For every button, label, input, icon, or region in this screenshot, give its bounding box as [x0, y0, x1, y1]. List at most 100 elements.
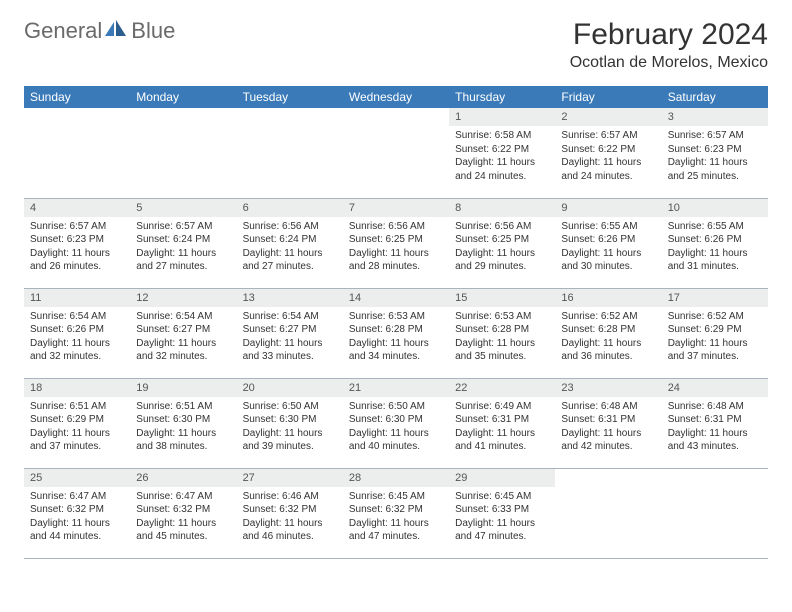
calendar-cell-empty: .: [130, 108, 236, 198]
calendar-row: 4Sunrise: 6:57 AMSunset: 6:23 PMDaylight…: [24, 198, 768, 288]
day-number: 20: [237, 379, 343, 397]
brand-logo: General Blue: [24, 18, 175, 44]
day-number: 26: [130, 469, 236, 487]
calendar-cell: 3Sunrise: 6:57 AMSunset: 6:23 PMDaylight…: [662, 108, 768, 198]
day-number: 12: [130, 289, 236, 307]
day-number: 24: [662, 379, 768, 397]
day-number: 22: [449, 379, 555, 397]
day-details: Sunrise: 6:45 AMSunset: 6:32 PMDaylight:…: [343, 487, 449, 550]
calendar-cell: 15Sunrise: 6:53 AMSunset: 6:28 PMDayligh…: [449, 288, 555, 378]
calendar-cell: 1Sunrise: 6:58 AMSunset: 6:22 PMDaylight…: [449, 108, 555, 198]
calendar-cell: 18Sunrise: 6:51 AMSunset: 6:29 PMDayligh…: [24, 378, 130, 468]
day-details: Sunrise: 6:51 AMSunset: 6:30 PMDaylight:…: [130, 397, 236, 460]
calendar-cell: 20Sunrise: 6:50 AMSunset: 6:30 PMDayligh…: [237, 378, 343, 468]
calendar-cell: 7Sunrise: 6:56 AMSunset: 6:25 PMDaylight…: [343, 198, 449, 288]
calendar-cell: 5Sunrise: 6:57 AMSunset: 6:24 PMDaylight…: [130, 198, 236, 288]
weekday-header: Tuesday: [237, 86, 343, 108]
calendar-cell: 10Sunrise: 6:55 AMSunset: 6:26 PMDayligh…: [662, 198, 768, 288]
day-number: 27: [237, 469, 343, 487]
day-details: Sunrise: 6:58 AMSunset: 6:22 PMDaylight:…: [449, 126, 555, 189]
calendar-cell: 27Sunrise: 6:46 AMSunset: 6:32 PMDayligh…: [237, 468, 343, 558]
day-details: Sunrise: 6:57 AMSunset: 6:22 PMDaylight:…: [555, 126, 661, 189]
day-number: 3: [662, 108, 768, 126]
calendar-cell-empty: .: [343, 108, 449, 198]
calendar-cell-empty: .: [237, 108, 343, 198]
brand-name-blue: Blue: [131, 18, 175, 44]
day-details: Sunrise: 6:52 AMSunset: 6:28 PMDaylight:…: [555, 307, 661, 370]
day-number: 15: [449, 289, 555, 307]
calendar-cell: 14Sunrise: 6:53 AMSunset: 6:28 PMDayligh…: [343, 288, 449, 378]
calendar-cell: 17Sunrise: 6:52 AMSunset: 6:29 PMDayligh…: [662, 288, 768, 378]
sail-icon: [105, 20, 127, 43]
day-number: 11: [24, 289, 130, 307]
day-number: 13: [237, 289, 343, 307]
day-number: 21: [343, 379, 449, 397]
day-details: Sunrise: 6:53 AMSunset: 6:28 PMDaylight:…: [449, 307, 555, 370]
day-details: Sunrise: 6:48 AMSunset: 6:31 PMDaylight:…: [662, 397, 768, 460]
calendar-row: 11Sunrise: 6:54 AMSunset: 6:26 PMDayligh…: [24, 288, 768, 378]
calendar-cell-empty: .: [662, 468, 768, 558]
day-number: 10: [662, 199, 768, 217]
day-number: 14: [343, 289, 449, 307]
day-details: Sunrise: 6:45 AMSunset: 6:33 PMDaylight:…: [449, 487, 555, 550]
calendar-cell-empty: .: [555, 468, 661, 558]
weekday-header: Wednesday: [343, 86, 449, 108]
location: Ocotlan de Morelos, Mexico: [570, 54, 768, 72]
day-number: 18: [24, 379, 130, 397]
calendar-row: 18Sunrise: 6:51 AMSunset: 6:29 PMDayligh…: [24, 378, 768, 468]
day-details: Sunrise: 6:50 AMSunset: 6:30 PMDaylight:…: [343, 397, 449, 460]
calendar-cell: 21Sunrise: 6:50 AMSunset: 6:30 PMDayligh…: [343, 378, 449, 468]
day-details: Sunrise: 6:56 AMSunset: 6:24 PMDaylight:…: [237, 217, 343, 280]
day-number: 19: [130, 379, 236, 397]
day-details: Sunrise: 6:54 AMSunset: 6:26 PMDaylight:…: [24, 307, 130, 370]
calendar-cell: 12Sunrise: 6:54 AMSunset: 6:27 PMDayligh…: [130, 288, 236, 378]
day-details: Sunrise: 6:47 AMSunset: 6:32 PMDaylight:…: [130, 487, 236, 550]
day-details: Sunrise: 6:56 AMSunset: 6:25 PMDaylight:…: [449, 217, 555, 280]
day-details: Sunrise: 6:56 AMSunset: 6:25 PMDaylight:…: [343, 217, 449, 280]
day-details: Sunrise: 6:50 AMSunset: 6:30 PMDaylight:…: [237, 397, 343, 460]
calendar-cell: 25Sunrise: 6:47 AMSunset: 6:32 PMDayligh…: [24, 468, 130, 558]
calendar-cell: 9Sunrise: 6:55 AMSunset: 6:26 PMDaylight…: [555, 198, 661, 288]
calendar-cell: 26Sunrise: 6:47 AMSunset: 6:32 PMDayligh…: [130, 468, 236, 558]
day-number: 7: [343, 199, 449, 217]
day-number: 1: [449, 108, 555, 126]
calendar-cell: 11Sunrise: 6:54 AMSunset: 6:26 PMDayligh…: [24, 288, 130, 378]
day-details: Sunrise: 6:57 AMSunset: 6:23 PMDaylight:…: [662, 126, 768, 189]
weekday-header: Monday: [130, 86, 236, 108]
calendar-cell: 28Sunrise: 6:45 AMSunset: 6:32 PMDayligh…: [343, 468, 449, 558]
day-details: Sunrise: 6:49 AMSunset: 6:31 PMDaylight:…: [449, 397, 555, 460]
calendar-row: ....1Sunrise: 6:58 AMSunset: 6:22 PMDayl…: [24, 108, 768, 198]
day-details: Sunrise: 6:46 AMSunset: 6:32 PMDaylight:…: [237, 487, 343, 550]
calendar-row: 25Sunrise: 6:47 AMSunset: 6:32 PMDayligh…: [24, 468, 768, 558]
day-details: Sunrise: 6:55 AMSunset: 6:26 PMDaylight:…: [555, 217, 661, 280]
day-number: 6: [237, 199, 343, 217]
title-block: February 2024 Ocotlan de Morelos, Mexico: [570, 18, 768, 72]
day-details: Sunrise: 6:54 AMSunset: 6:27 PMDaylight:…: [237, 307, 343, 370]
day-details: Sunrise: 6:54 AMSunset: 6:27 PMDaylight:…: [130, 307, 236, 370]
calendar-cell: 19Sunrise: 6:51 AMSunset: 6:30 PMDayligh…: [130, 378, 236, 468]
day-number: 4: [24, 199, 130, 217]
weekday-header: Friday: [555, 86, 661, 108]
day-details: Sunrise: 6:47 AMSunset: 6:32 PMDaylight:…: [24, 487, 130, 550]
calendar-cell: 16Sunrise: 6:52 AMSunset: 6:28 PMDayligh…: [555, 288, 661, 378]
day-details: Sunrise: 6:57 AMSunset: 6:24 PMDaylight:…: [130, 217, 236, 280]
calendar-table: Sunday Monday Tuesday Wednesday Thursday…: [24, 86, 768, 559]
day-details: Sunrise: 6:55 AMSunset: 6:26 PMDaylight:…: [662, 217, 768, 280]
day-number: 17: [662, 289, 768, 307]
calendar-cell: 24Sunrise: 6:48 AMSunset: 6:31 PMDayligh…: [662, 378, 768, 468]
month-title: February 2024: [570, 18, 768, 52]
brand-name-gray: General: [24, 18, 102, 44]
day-details: Sunrise: 6:48 AMSunset: 6:31 PMDaylight:…: [555, 397, 661, 460]
weekday-header: Saturday: [662, 86, 768, 108]
weekday-header: Sunday: [24, 86, 130, 108]
header: General Blue February 2024 Ocotlan de Mo…: [24, 18, 768, 72]
calendar-cell: 22Sunrise: 6:49 AMSunset: 6:31 PMDayligh…: [449, 378, 555, 468]
calendar-cell: 13Sunrise: 6:54 AMSunset: 6:27 PMDayligh…: [237, 288, 343, 378]
calendar-cell: 23Sunrise: 6:48 AMSunset: 6:31 PMDayligh…: [555, 378, 661, 468]
weekday-header-row: Sunday Monday Tuesday Wednesday Thursday…: [24, 86, 768, 108]
day-number: 9: [555, 199, 661, 217]
calendar-cell: 6Sunrise: 6:56 AMSunset: 6:24 PMDaylight…: [237, 198, 343, 288]
day-details: Sunrise: 6:53 AMSunset: 6:28 PMDaylight:…: [343, 307, 449, 370]
calendar-cell: 2Sunrise: 6:57 AMSunset: 6:22 PMDaylight…: [555, 108, 661, 198]
day-number: 29: [449, 469, 555, 487]
